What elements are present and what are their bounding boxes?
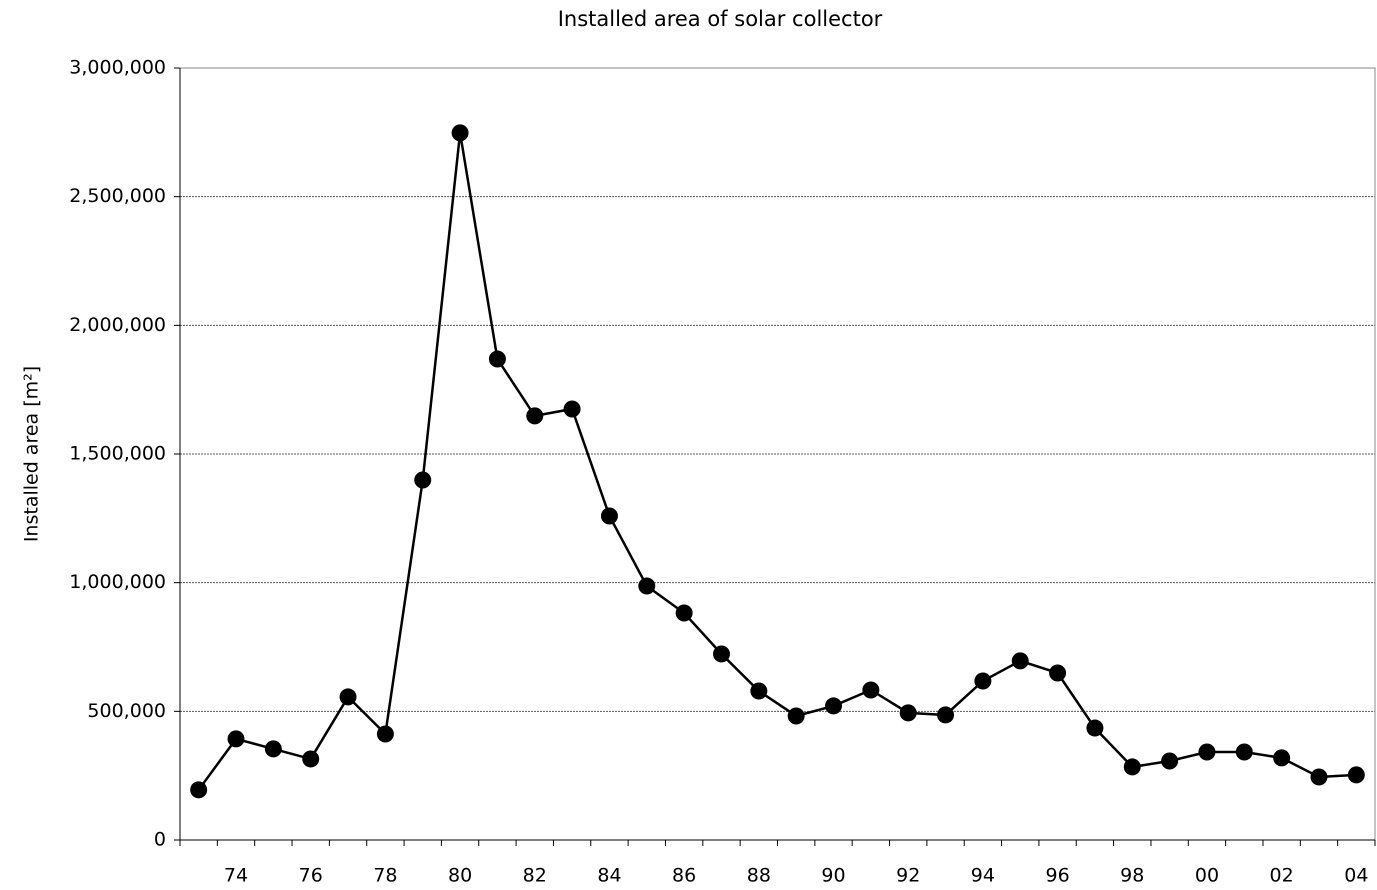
x-tick-label: 00 — [1195, 865, 1219, 887]
data-point — [1235, 743, 1253, 761]
x-tick-label: 84 — [597, 865, 621, 887]
x-tick-label: 82 — [523, 865, 547, 887]
data-point — [974, 672, 992, 690]
x-tick-label: 94 — [971, 865, 995, 887]
x-tick-label: 02 — [1270, 865, 1294, 887]
data-point — [1011, 652, 1029, 670]
data-point — [1161, 752, 1179, 770]
data-point — [227, 730, 245, 748]
x-tick-label: 96 — [1045, 865, 1069, 887]
data-point — [750, 682, 768, 700]
data-point — [1310, 768, 1328, 786]
data-point — [190, 781, 208, 799]
y-tick-label: 3,000,000 — [69, 57, 166, 79]
data-point — [787, 707, 805, 725]
data-point — [937, 706, 955, 724]
data-point — [264, 740, 282, 758]
data-point — [488, 350, 506, 368]
data-point — [638, 577, 656, 595]
chart-title: Installed area of solar collector — [558, 7, 883, 31]
data-point — [563, 400, 581, 418]
data-point — [414, 471, 432, 489]
data-point — [1273, 749, 1291, 767]
data-point — [1198, 743, 1216, 761]
x-tick-label: 92 — [896, 865, 920, 887]
data-point — [1086, 719, 1104, 737]
data-point — [675, 604, 693, 622]
y-tick-label: 2,000,000 — [69, 314, 166, 336]
data-point — [302, 750, 320, 768]
data-point — [1123, 758, 1141, 776]
x-tick-label: 04 — [1344, 865, 1368, 887]
x-tick-label: 90 — [821, 865, 845, 887]
y-tick-label: 1,000,000 — [69, 571, 166, 593]
data-point — [712, 645, 730, 663]
x-tick-label: 78 — [373, 865, 397, 887]
data-point — [526, 407, 544, 425]
data-point — [376, 725, 394, 743]
data-point — [899, 704, 917, 722]
x-tick-label: 80 — [448, 865, 472, 887]
data-point — [1049, 664, 1067, 682]
y-tick-label: 0 — [154, 829, 166, 851]
y-tick-label: 1,500,000 — [69, 443, 166, 465]
x-tick-label: 76 — [299, 865, 323, 887]
y-tick-label: 500,000 — [87, 700, 166, 722]
y-axis-label: Installed area [m²] — [21, 366, 43, 542]
data-point — [862, 681, 880, 699]
x-tick-label: 98 — [1120, 865, 1144, 887]
y-tick-label: 2,500,000 — [69, 185, 166, 207]
x-tick-label: 88 — [747, 865, 771, 887]
x-tick-label: 74 — [224, 865, 248, 887]
data-point — [600, 507, 618, 525]
data-point — [451, 124, 469, 142]
data-point — [1347, 766, 1365, 784]
x-tick-label: 86 — [672, 865, 696, 887]
data-point — [339, 688, 357, 706]
data-point — [825, 697, 843, 715]
data-line — [197, 132, 1357, 791]
